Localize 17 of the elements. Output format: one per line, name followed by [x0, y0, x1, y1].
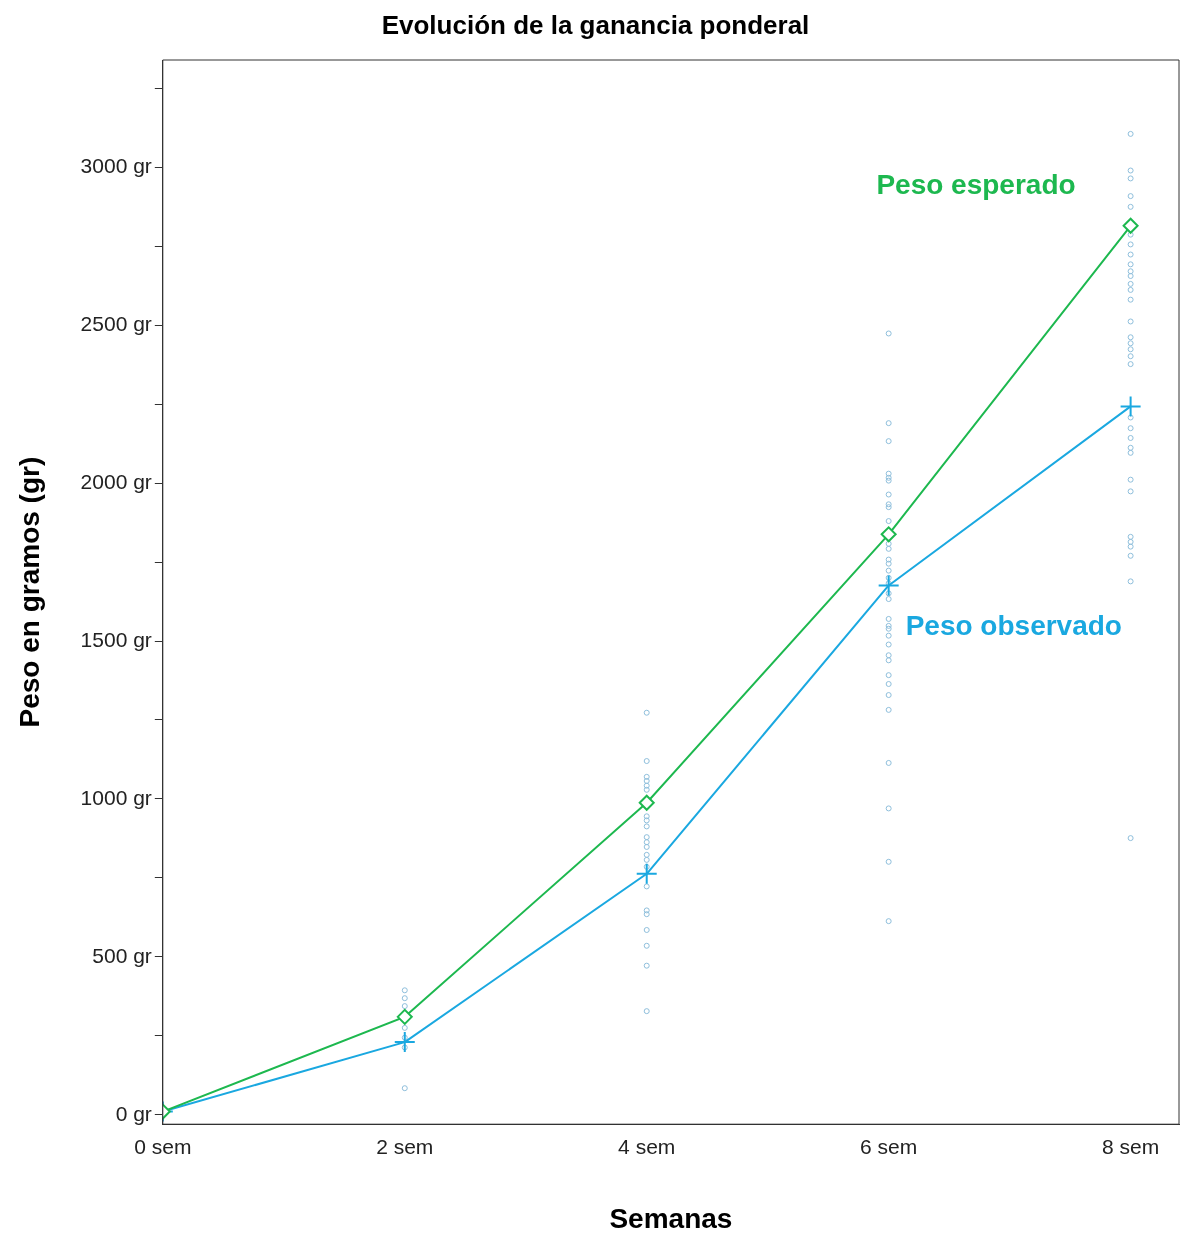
- y-tick-label: 3000 gr: [80, 154, 152, 178]
- x-tick-label: 8 sem: [1102, 1134, 1160, 1158]
- y-tick-label: 2000 gr: [80, 469, 152, 493]
- x-tick-label: 2 sem: [376, 1134, 434, 1158]
- y-tick-label: 1000 gr: [80, 785, 152, 809]
- series-label: Peso observado: [905, 610, 1122, 642]
- y-tick-label: 1500 gr: [80, 627, 152, 651]
- x-tick-label: 0 sem: [134, 1134, 192, 1158]
- chart-title: Evolución de la ganancia ponderal: [380, 10, 811, 41]
- series-label: Peso esperado: [876, 168, 1076, 200]
- y-tick-label: 500 gr: [92, 943, 152, 967]
- x-tick-label: 6 sem: [860, 1134, 918, 1158]
- x-tick-label: 4 sem: [618, 1134, 676, 1158]
- y-tick-label: 2500 gr: [80, 312, 152, 336]
- x-axis-title: Semanas: [609, 1202, 733, 1234]
- y-tick-label: 0 gr: [115, 1101, 152, 1125]
- y-axis-title: Peso en gramos (gr): [13, 456, 45, 728]
